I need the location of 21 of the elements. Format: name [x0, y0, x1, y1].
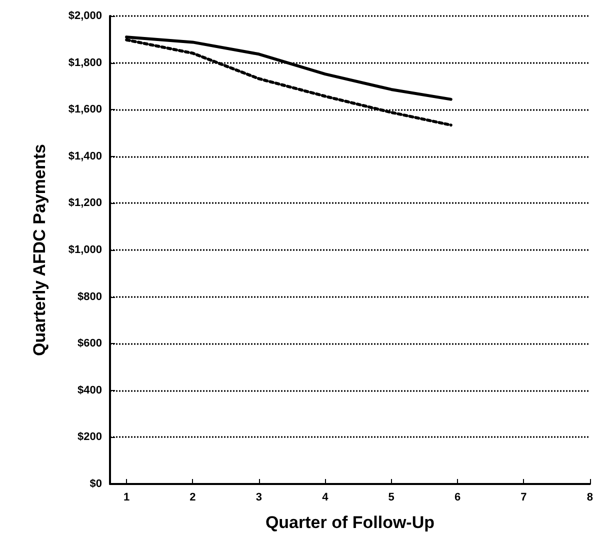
x-tick-label: 2	[190, 492, 196, 504]
y-tick-label: $400	[78, 384, 102, 396]
x-tick-label: 5	[388, 492, 394, 504]
x-tick-label: 1	[123, 492, 130, 504]
x-tick-label: 8	[586, 492, 594, 504]
y-tick-label: $800	[78, 290, 102, 303]
x-tick-label: 4	[322, 492, 330, 504]
y-tick-label: $0	[90, 478, 102, 490]
y-axis-title: Quarterly AFDC Payments	[30, 144, 49, 356]
y-tick-label: $1,200	[68, 197, 102, 210]
y-tick-label: $1,800	[68, 56, 102, 69]
x-tick-label: 7	[520, 492, 527, 504]
y-tick-label: $1,600	[68, 104, 102, 116]
x-axis-title: Quarter of Follow-Up	[265, 513, 434, 532]
y-tick-label: $600	[78, 338, 102, 350]
x-tick-label: 6	[454, 492, 461, 504]
y-tick-label: $200	[78, 431, 102, 444]
y-tick-label: $1,400	[68, 150, 102, 162]
y-tick-label: $2,000	[68, 10, 102, 22]
y-tick-label: $1,000	[68, 244, 102, 256]
x-tick-label: 3	[256, 492, 262, 504]
